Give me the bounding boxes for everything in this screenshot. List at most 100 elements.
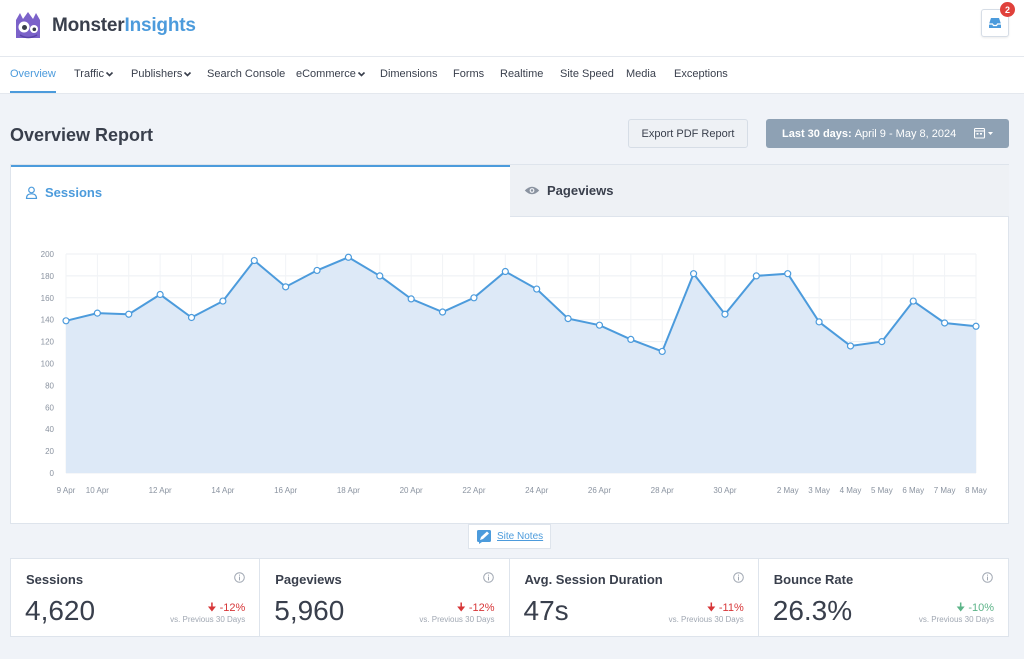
- data-point: [344, 253, 353, 261]
- data-point: [313, 266, 321, 275]
- data-point: [784, 270, 792, 278]
- stat-value: 47s: [523, 595, 569, 626]
- stat-change: 🠋 -11%: [706, 602, 744, 614]
- stat-change: 🠋 -12%: [456, 602, 495, 614]
- stat-comparison: vs. Previous 30 Days: [668, 615, 744, 624]
- stat-label: Pageviews: [275, 572, 342, 587]
- y-tick-label: 140: [41, 316, 55, 325]
- data-point: [407, 295, 415, 303]
- arrow-down-icon: 🠋: [956, 602, 966, 614]
- site-notes-button[interactable]: Site Notes: [468, 524, 551, 549]
- eye-icon: [524, 186, 540, 195]
- data-point: [282, 283, 290, 291]
- data-point: [501, 267, 509, 276]
- chevron-down-icon: [105, 72, 114, 77]
- nav-item-traffic[interactable]: Traffic: [74, 68, 114, 80]
- data-point: [972, 322, 980, 330]
- data-point: [564, 315, 572, 323]
- y-tick-label: 60: [45, 403, 54, 412]
- stat-label: Bounce Rate: [773, 572, 854, 587]
- nav-item-ecommerce[interactable]: eCommerce: [296, 68, 366, 80]
- data-point: [438, 308, 447, 316]
- tab-sessions[interactable]: Sessions: [11, 165, 510, 217]
- data-point: [689, 270, 698, 278]
- sessions-chart-panel: Sessions Pageviews 0 20 40 60 80 100 120 140 160…: [10, 164, 1009, 524]
- top-bar: MonsterInsights 2: [0, 0, 1024, 57]
- nav-item-dimensions[interactable]: Dimensions: [380, 68, 438, 80]
- stats-row: Sessions 4,620 🠋 -12% vs. Previous 30 Da…: [10, 558, 1009, 637]
- stat-comparison: vs. Previous 30 Days: [419, 615, 495, 624]
- site-notes-icon: [477, 529, 491, 544]
- nav-item-media[interactable]: Media: [626, 68, 656, 80]
- data-point: [219, 297, 227, 305]
- data-point: [187, 313, 196, 322]
- x-tick-label: 7 May: [934, 486, 956, 495]
- monster-logo-icon: [16, 12, 40, 39]
- date-range-value: April 9 - May 8, 2024: [854, 127, 957, 140]
- x-tick-label: 14 Apr: [211, 486, 234, 495]
- tab-pageviews[interactable]: Pageviews: [510, 165, 1009, 217]
- chevron-down-icon: [357, 72, 365, 77]
- info-icon[interactable]: [234, 572, 245, 583]
- nav-item-exceptions[interactable]: Exceptions: [674, 68, 728, 80]
- x-tick-label: 12 Apr: [149, 486, 172, 495]
- data-point: [878, 338, 886, 346]
- stat-change: 🠋 -12%: [207, 602, 246, 614]
- sessions-area: [66, 257, 976, 473]
- logo[interactable]: MonsterInsights: [10, 8, 196, 44]
- stat-card-bounce-rate: Bounce Rate 26.3% 🠋 -10% vs. Previous 30…: [759, 559, 1008, 636]
- nav-item-publishers[interactable]: Publishers: [131, 68, 192, 80]
- chevron-down-icon: [184, 72, 192, 77]
- x-tick-label: 6 May: [902, 486, 924, 495]
- nav-item-overview[interactable]: Overview: [10, 68, 56, 80]
- data-point: [533, 285, 541, 293]
- data-point: [125, 310, 133, 318]
- y-tick-label: 40: [45, 425, 54, 434]
- stat-label: Avg. Session Duration: [524, 572, 663, 587]
- data-point: [721, 310, 729, 318]
- inbox-icon: [989, 18, 1001, 28]
- data-point: [941, 319, 949, 327]
- x-tick-label: 5 May: [871, 486, 893, 495]
- date-range-prefix: Last 30 days:: [782, 127, 852, 140]
- y-tick-label: 200: [41, 250, 55, 259]
- nav-item-site-speed[interactable]: Site Speed: [560, 68, 614, 80]
- y-tick-label: 100: [41, 360, 55, 369]
- export-pdf-button[interactable]: Export PDF Report: [628, 119, 748, 148]
- data-point: [62, 317, 70, 325]
- stat-card-pageviews: Pageviews 5,960 🠋 -12% vs. Previous 30 D…: [260, 559, 510, 636]
- x-tick-label: 20 Apr: [400, 486, 423, 495]
- data-point: [376, 272, 384, 280]
- date-range-picker[interactable]: Last 30 days: April 9 - May 8, 2024: [766, 119, 1009, 148]
- stat-value: 26.3%: [772, 595, 853, 626]
- notifications-button[interactable]: 2: [981, 2, 1015, 37]
- info-icon[interactable]: [981, 572, 993, 583]
- x-tick-label: 26 Apr: [588, 486, 611, 495]
- stat-card-avg-session-duration: Avg. Session Duration 47s 🠋 -11% vs. Pre…: [510, 559, 759, 636]
- arrow-down-icon: 🠋: [207, 602, 217, 614]
- x-tick-label: 22 Apr: [462, 486, 485, 495]
- arrow-down-icon: 🠋: [456, 602, 466, 614]
- x-tick-label: 9 Apr: [57, 486, 76, 495]
- info-icon[interactable]: [483, 572, 495, 583]
- y-tick-label: 20: [45, 447, 54, 456]
- info-icon[interactable]: [732, 572, 744, 583]
- x-tick-label: 30 Apr: [713, 486, 736, 495]
- data-point: [627, 335, 635, 344]
- data-point: [156, 290, 164, 299]
- data-point: [250, 256, 258, 265]
- x-tick-label: 3 May: [808, 486, 830, 495]
- sessions-chart: 0 20 40 60 80 100 120 140 160 180 200 9 Apr 10 Apr 12…: [41, 250, 987, 495]
- nav-item-realtime[interactable]: Realtime: [500, 68, 544, 80]
- logo-text: MonsterInsights: [52, 15, 196, 36]
- stat-card-sessions: Sessions 4,620 🠋 -12% vs. Previous 30 Da…: [11, 559, 261, 636]
- x-tick-label: 8 May: [965, 486, 987, 495]
- nav-item-search-console[interactable]: Search Console: [207, 68, 286, 80]
- nav-item-forms[interactable]: Forms: [453, 68, 485, 80]
- y-tick-label: 80: [45, 381, 54, 390]
- data-point: [470, 294, 478, 302]
- arrow-down-icon: 🠋: [706, 602, 716, 614]
- data-point: [595, 321, 604, 329]
- data-point: [752, 272, 760, 280]
- x-tick-label: 28 Apr: [651, 486, 674, 495]
